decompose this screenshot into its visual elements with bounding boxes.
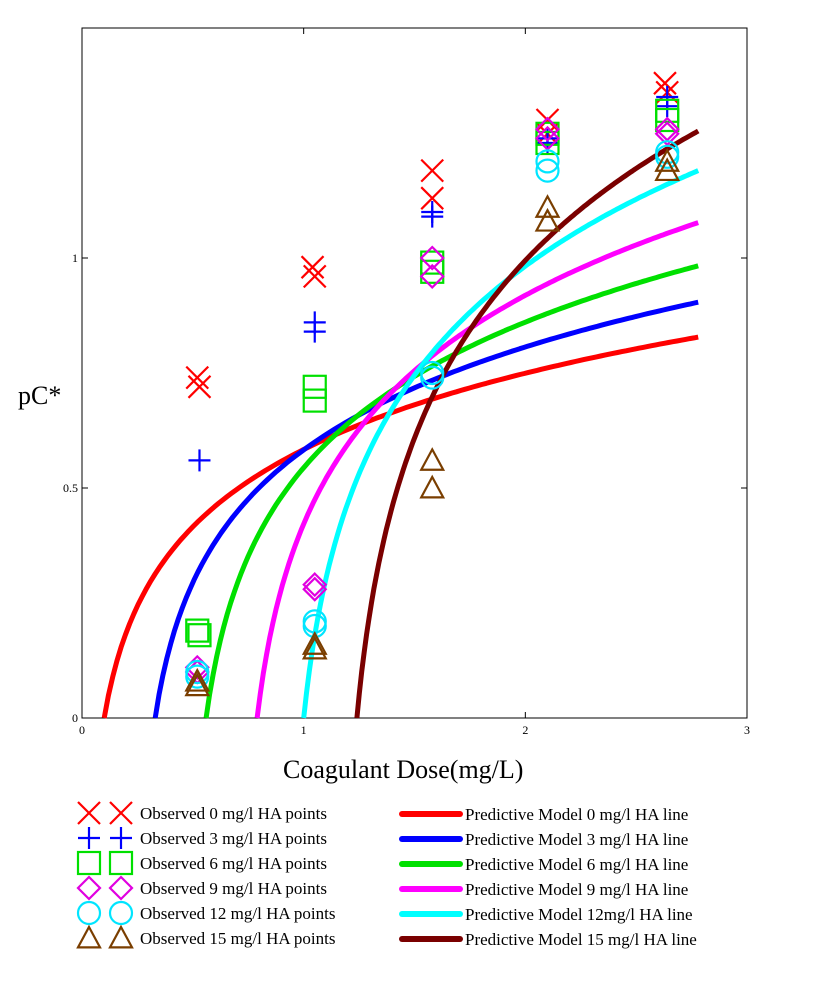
legend-label: Observed 0 mg/l HA points xyxy=(140,804,327,823)
point-diamond-4 xyxy=(419,245,445,271)
x-tick-label: 2 xyxy=(522,723,528,737)
legend-label: Predictive Model 12mg/l HA line xyxy=(465,905,693,924)
point-circle-9 xyxy=(655,144,680,169)
point-circle-1 xyxy=(185,664,210,689)
point-square-9 xyxy=(655,107,680,133)
legend-label: Predictive Model 6 mg/l HA line xyxy=(465,855,688,874)
point-square-3 xyxy=(302,388,327,413)
point-x-1 xyxy=(187,375,212,399)
legend-item-points-4: Observed 12 mg/l HA points xyxy=(76,900,336,926)
point-triangle-9 xyxy=(654,157,681,182)
legend-marker xyxy=(76,924,102,949)
legend-marker xyxy=(76,875,102,901)
point-x-4 xyxy=(420,158,445,183)
legend-label: Predictive Model 9 mg/l HA line xyxy=(465,880,688,899)
legend-marker xyxy=(110,827,132,849)
point-triangle-1 xyxy=(184,672,211,697)
point-triangle-2 xyxy=(301,631,328,655)
y-axis-title: pC* xyxy=(18,381,61,410)
x-axis: 0 1 2 3 xyxy=(79,28,750,737)
legend-item-line-1: Predictive Model 3 mg/l HA line xyxy=(399,830,688,849)
legend-marker xyxy=(76,900,102,926)
point-triangle-7 xyxy=(534,207,561,232)
y-tick-label: 0 xyxy=(72,711,78,725)
y-tick-label: 1 xyxy=(72,251,78,265)
legend: Observed 0 mg/l HA points Observed 3 mg/l… xyxy=(76,801,697,949)
point-x-3 xyxy=(302,264,327,289)
plot-frame xyxy=(81,27,748,719)
x-axis-title: Coagulant Dose(mg/L) xyxy=(283,755,523,784)
x-tick-label: 3 xyxy=(744,723,750,737)
y-tick-label: 0.5 xyxy=(63,481,78,495)
legend-label: Observed 3 mg/l HA points xyxy=(140,829,327,848)
model-line-3 xyxy=(254,220,699,719)
point-circle-7 xyxy=(535,158,560,183)
point-triangle-0 xyxy=(184,667,211,692)
point-square-0 xyxy=(185,618,210,643)
model-line-5 xyxy=(354,128,700,719)
point-x-0 xyxy=(185,365,210,390)
point-x-5 xyxy=(420,186,445,210)
legend-marker xyxy=(77,801,101,825)
x-tick-label: 1 xyxy=(301,723,307,737)
point-plus-8 xyxy=(656,86,679,108)
legend-marker xyxy=(76,850,102,876)
observed-points xyxy=(184,71,681,697)
y-axis: 00.51 xyxy=(63,251,747,725)
point-square-2 xyxy=(302,374,327,399)
point-triangle-6 xyxy=(534,194,561,218)
legend-item-points-5: Observed 15 mg/l HA points xyxy=(76,924,336,949)
legend-marker xyxy=(109,801,133,825)
legend-label: Observed 6 mg/l HA points xyxy=(140,854,327,873)
legend-item-line-5: Predictive Model 15 mg/l HA line xyxy=(399,930,697,949)
legend-label: Predictive Model 0 mg/l HA line xyxy=(465,805,688,824)
point-x-8 xyxy=(653,71,677,95)
legend-item-points-3: Observed 9 mg/l HA points xyxy=(76,875,327,901)
model-line-4 xyxy=(301,168,700,719)
legend-label: Observed 9 mg/l HA points xyxy=(140,879,327,898)
point-triangle-8 xyxy=(654,148,681,172)
point-square-5 xyxy=(420,259,445,284)
legend-label: Predictive Model 15 mg/l HA line xyxy=(465,930,697,949)
legend-item-points-2: Observed 6 mg/l HA points xyxy=(76,850,327,876)
point-plus-6 xyxy=(536,127,559,150)
legend-label: Predictive Model 3 mg/l HA line xyxy=(465,830,688,849)
point-triangle-5 xyxy=(419,474,446,499)
point-diamond-6 xyxy=(534,116,561,142)
model-line-0 xyxy=(101,334,699,719)
point-circle-6 xyxy=(535,149,560,174)
point-triangle-3 xyxy=(301,635,328,660)
point-plus-2 xyxy=(303,320,326,343)
point-plus-4 xyxy=(421,205,444,228)
point-plus-0 xyxy=(188,449,211,472)
legend-item-line-3: Predictive Model 9 mg/l HA line xyxy=(399,880,688,899)
point-diamond-3 xyxy=(302,576,328,602)
point-x-2 xyxy=(300,255,325,279)
point-diamond-5 xyxy=(419,263,445,289)
legend-marker xyxy=(108,924,134,949)
model-lines xyxy=(101,128,700,719)
point-diamond-2 xyxy=(302,572,328,598)
point-triangle-4 xyxy=(419,447,446,471)
legend-item-points-0: Observed 0 mg/l HA points xyxy=(77,801,327,825)
legend-marker xyxy=(108,900,134,926)
legend-marker xyxy=(108,850,134,876)
legend-item-line-2: Predictive Model 6 mg/l HA line xyxy=(399,855,688,874)
point-square-1 xyxy=(187,623,212,648)
legend-item-points-1: Observed 3 mg/l HA points xyxy=(78,827,327,849)
point-square-7 xyxy=(535,130,560,156)
legend-item-line-0: Predictive Model 0 mg/l HA line xyxy=(399,805,688,824)
legend-marker xyxy=(78,827,100,849)
x-tick-label: 0 xyxy=(79,723,85,737)
legend-item-line-4: Predictive Model 12mg/l HA line xyxy=(399,905,693,924)
legend-marker xyxy=(108,875,134,901)
legend-label: Observed 15 mg/l HA points xyxy=(140,929,336,948)
legend-label: Observed 12 mg/l HA points xyxy=(140,904,336,923)
point-circle-5 xyxy=(420,365,445,390)
